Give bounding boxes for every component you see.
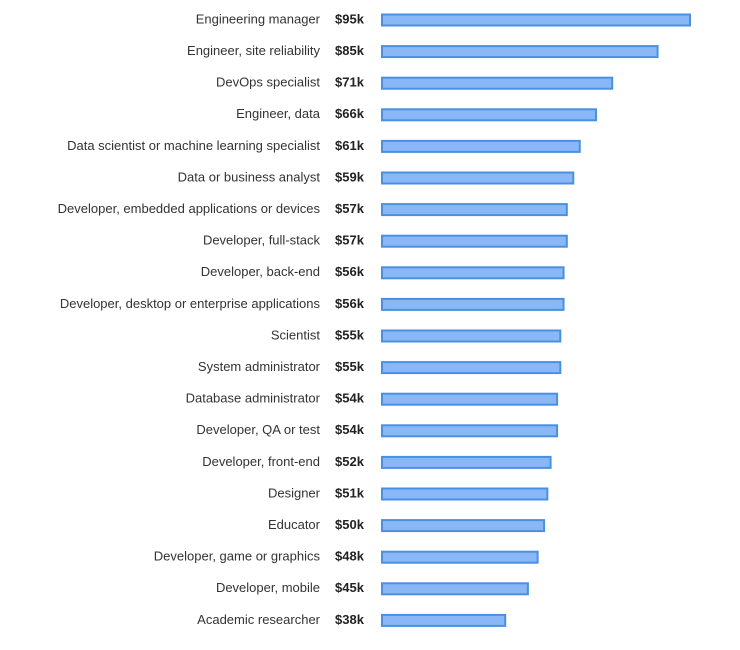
category-label: Scientist — [271, 327, 321, 342]
value-label: $48k — [335, 549, 365, 564]
value-label: $66k — [335, 106, 365, 121]
category-label: System administrator — [198, 359, 321, 374]
bar — [381, 455, 552, 469]
bar — [381, 45, 659, 59]
category-label: Developer, full-stack — [203, 233, 321, 248]
category-label: Developer, embedded applications or devi… — [58, 201, 321, 216]
category-label: Developer, desktop or enterprise applica… — [60, 296, 321, 311]
category-label: Designer — [268, 485, 321, 500]
category-label: Developer, back-end — [201, 264, 320, 279]
value-label: $95k — [335, 11, 365, 26]
bar — [381, 203, 568, 217]
category-label: Academic researcher — [197, 612, 320, 627]
value-label: $59k — [335, 169, 365, 184]
category-label: Database administrator — [186, 391, 321, 406]
value-label: $56k — [335, 264, 365, 279]
category-label: Engineering manager — [196, 11, 321, 26]
bar — [381, 550, 539, 564]
value-label: $55k — [335, 327, 365, 342]
value-label: $50k — [335, 517, 365, 532]
bar — [381, 171, 575, 185]
bar — [381, 487, 549, 501]
value-label: $85k — [335, 43, 365, 58]
category-label: Developer, mobile — [216, 580, 320, 595]
bar — [381, 76, 614, 90]
category-label: Developer, front-end — [202, 454, 320, 469]
bar — [381, 361, 562, 375]
value-label: $61k — [335, 138, 365, 153]
bar — [381, 519, 546, 533]
category-label: Data scientist or machine learning speci… — [67, 138, 320, 153]
value-label: $38k — [335, 612, 365, 627]
bar — [381, 329, 562, 343]
value-label: $57k — [335, 201, 365, 216]
value-label: $51k — [335, 485, 365, 500]
bar — [381, 424, 559, 438]
category-label: Educator — [268, 517, 321, 532]
bar — [381, 613, 507, 627]
category-label: Engineer, data — [236, 106, 321, 121]
bar — [381, 234, 568, 248]
value-label: $54k — [335, 422, 365, 437]
bar — [381, 297, 565, 311]
category-label: Engineer, site reliability — [187, 43, 320, 58]
category-label: Data or business analyst — [178, 169, 321, 184]
bar — [381, 13, 691, 27]
value-label: $55k — [335, 359, 365, 374]
bar — [381, 582, 529, 596]
value-label: $56k — [335, 296, 365, 311]
category-label: DevOps specialist — [216, 75, 320, 90]
bar — [381, 139, 581, 153]
bar — [381, 266, 565, 280]
value-label: $45k — [335, 580, 365, 595]
category-label: Developer, QA or test — [196, 422, 320, 437]
value-label: $52k — [335, 454, 365, 469]
category-label: Developer, game or graphics — [154, 549, 321, 564]
value-label: $57k — [335, 233, 365, 248]
bar — [381, 392, 559, 406]
bar — [381, 108, 597, 122]
value-label: $71k — [335, 75, 365, 90]
value-label: $54k — [335, 391, 365, 406]
